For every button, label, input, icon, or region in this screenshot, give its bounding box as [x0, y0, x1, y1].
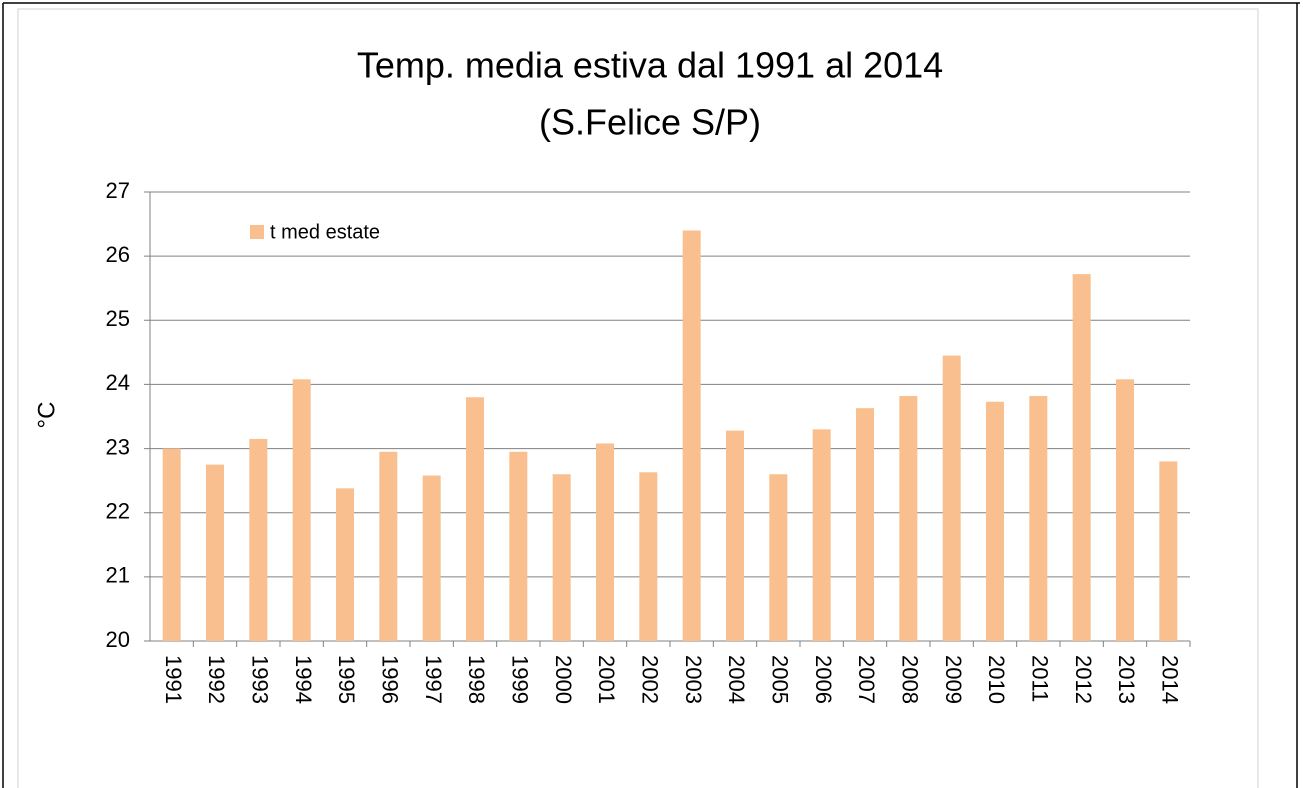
bar	[856, 408, 874, 641]
y-tick-label: 20	[106, 627, 130, 652]
bar	[726, 430, 744, 641]
y-tick-label: 27	[106, 178, 130, 203]
bar	[422, 475, 441, 641]
bar	[899, 395, 918, 641]
y-tick-label: 23	[106, 434, 130, 459]
y-tick-label: 26	[106, 242, 130, 267]
x-tick-label: 2004	[724, 655, 749, 704]
x-tick-label: 2011	[1028, 655, 1053, 702]
bar	[1072, 274, 1091, 641]
y-tick-label: 24	[106, 370, 130, 395]
bar	[249, 438, 268, 641]
bar	[812, 429, 831, 641]
x-tick-label: 1997	[421, 655, 446, 704]
bar	[596, 443, 614, 641]
x-tick-label: 2001	[594, 655, 619, 704]
y-tick-label: 25	[106, 306, 130, 331]
x-tick-label: 2002	[638, 655, 663, 704]
bar	[162, 448, 181, 641]
x-tick-label: 1999	[508, 655, 533, 704]
bar	[466, 397, 484, 641]
x-tick-label: 2013	[1114, 655, 1139, 704]
y-tick-label: 22	[106, 499, 130, 524]
x-tick-label: 2006	[811, 655, 836, 704]
x-tick-label: 2014	[1158, 655, 1183, 704]
x-tick-label: 1998	[464, 655, 489, 704]
x-tick-label: 2003	[681, 655, 706, 704]
x-tick-label: 1993	[248, 655, 273, 704]
x-tick-label: 1996	[378, 655, 403, 704]
chart-title: Temp. media estiva dal 1991 al 2014	[357, 45, 943, 86]
legend-swatch	[250, 225, 264, 239]
bar	[1029, 395, 1048, 641]
bar	[552, 474, 571, 641]
bar	[292, 379, 311, 641]
y-axis-label: °C	[33, 402, 60, 429]
x-tick-label: 2005	[768, 655, 793, 704]
legend-label: t med estate	[270, 221, 380, 243]
chart-subtitle: (S.Felice S/P)	[539, 102, 761, 143]
bar	[942, 355, 961, 641]
bar	[1159, 461, 1178, 641]
x-tick-label: 2010	[984, 655, 1009, 704]
chart-area	[17, 8, 1259, 788]
bar	[682, 230, 701, 641]
x-tick-label: 1992	[204, 655, 229, 704]
bar	[336, 488, 354, 641]
bar	[639, 472, 658, 641]
x-tick-label: 2008	[898, 655, 923, 704]
x-tick-label: 2007	[854, 655, 879, 704]
bar	[769, 474, 788, 641]
x-tick-label: 1995	[334, 655, 359, 704]
bar	[509, 451, 528, 641]
x-tick-label: 2009	[941, 655, 966, 704]
x-tick-label: 2000	[551, 655, 576, 704]
bar	[379, 451, 398, 641]
y-tick-label: 21	[106, 563, 130, 588]
x-tick-label: 1994	[291, 655, 316, 704]
x-tick-label: 1991	[161, 655, 186, 704]
bar	[986, 401, 1004, 641]
bar	[1116, 379, 1134, 641]
x-tick-label: 2012	[1071, 655, 1096, 704]
bar	[206, 464, 224, 641]
